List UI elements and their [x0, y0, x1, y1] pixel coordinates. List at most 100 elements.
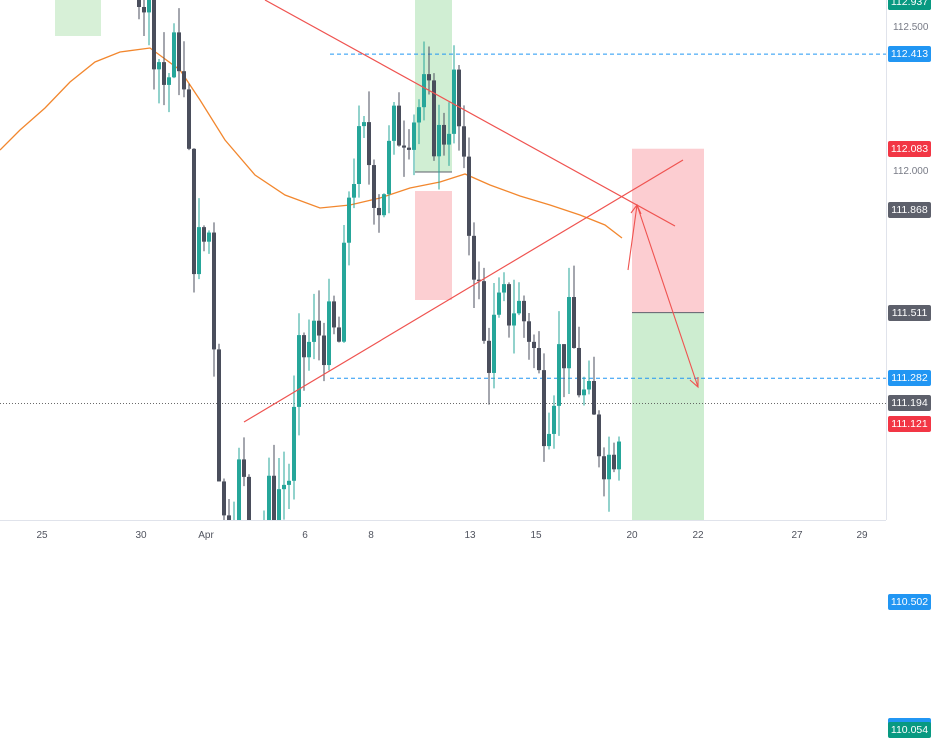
- price-tag: 111.511: [888, 304, 931, 321]
- candle-body: [407, 147, 411, 150]
- candle-body: [307, 341, 311, 358]
- candle-body: [227, 515, 231, 520]
- candle-body: [417, 107, 421, 123]
- candle-body: [437, 124, 441, 157]
- candle-body: [242, 459, 246, 477]
- price-axis[interactable]: 112.500112.000113.188112.937112.413112.0…: [886, 0, 932, 738]
- candle-body: [287, 480, 291, 485]
- candle-body: [582, 389, 586, 396]
- arrow-down-icon: [689, 377, 699, 389]
- candle-body: [327, 301, 331, 366]
- candle-body: [372, 165, 376, 208]
- candle-body: [472, 235, 476, 280]
- candle-body: [572, 297, 576, 348]
- price-tag: 111.121: [888, 416, 931, 433]
- candle-body: [362, 122, 366, 127]
- candle-body: [387, 140, 391, 195]
- time-axis-label: 6: [302, 530, 308, 541]
- price-tag: 111.868: [888, 202, 931, 219]
- candle-body: [567, 297, 571, 369]
- time-axis-label: Apr: [198, 530, 214, 541]
- candle-body: [412, 122, 416, 150]
- candle-body: [312, 320, 316, 342]
- highlight-box-green: [55, 0, 101, 36]
- time-axis-label: 8: [368, 530, 374, 541]
- price-tag: 110.502: [888, 593, 931, 610]
- candle-body: [552, 405, 556, 434]
- chart-plot-area[interactable]: [0, 0, 886, 520]
- candle-body: [537, 348, 541, 371]
- candle-body: [352, 183, 356, 198]
- candle-body: [247, 476, 251, 520]
- candle-body: [557, 344, 561, 406]
- candle-body: [397, 105, 401, 146]
- time-axis-label: 27: [791, 530, 803, 541]
- price-tag: 111.282: [888, 370, 931, 387]
- candle-body: [587, 381, 591, 390]
- candle-body: [487, 340, 491, 373]
- candle-body: [367, 122, 371, 166]
- candle-body: [297, 335, 301, 407]
- time-axis-label: 15: [530, 530, 542, 541]
- candle-body: [182, 71, 186, 90]
- candle-body: [282, 484, 286, 490]
- moving-average-line: [0, 47, 623, 239]
- candle-body: [482, 281, 486, 341]
- candle-body: [317, 320, 321, 336]
- candle-body: [177, 32, 181, 72]
- candle-body: [492, 314, 496, 373]
- candle-body: [562, 344, 566, 369]
- candle-body: [542, 370, 546, 447]
- candle-body: [427, 74, 431, 81]
- candle-body: [577, 347, 581, 396]
- candle-body: [207, 232, 211, 242]
- candle-body: [302, 335, 306, 358]
- candle-body: [337, 327, 341, 342]
- candle-body: [452, 69, 456, 134]
- price-tag: 112.937: [888, 0, 931, 10]
- candle-body: [212, 232, 216, 350]
- price-label-faded: 112.500: [893, 22, 929, 34]
- stop-loss-zone: [632, 148, 704, 313]
- candle-body: [347, 197, 351, 243]
- candle-body: [187, 89, 191, 149]
- candle-body: [592, 381, 596, 415]
- candle-body: [357, 126, 361, 184]
- candle-body: [502, 284, 506, 293]
- price-tag: 112.083: [888, 140, 931, 157]
- candle-body: [342, 242, 346, 342]
- candle-body: [322, 335, 326, 366]
- price-tag: 110.054: [888, 722, 931, 738]
- candle-body: [142, 6, 146, 13]
- candle-body: [237, 459, 241, 520]
- candle-body: [217, 349, 221, 482]
- time-axis-label: 30: [135, 530, 147, 541]
- candle-body: [277, 489, 281, 520]
- candle-body: [442, 124, 446, 145]
- price-tag: 112.413: [888, 46, 931, 63]
- candle-body: [292, 406, 296, 481]
- candle-body: [517, 300, 521, 314]
- candle-body: [382, 194, 386, 216]
- candle-body: [612, 454, 616, 470]
- candle-body: [192, 148, 196, 275]
- candle-body: [447, 133, 451, 145]
- candle-body: [377, 207, 381, 216]
- price-tag: 111.194: [888, 395, 931, 412]
- resistance-trendline: [264, 0, 676, 227]
- candle-body: [147, 0, 151, 13]
- candle-body: [202, 227, 206, 242]
- candle-body: [522, 300, 526, 322]
- candle-body: [607, 454, 611, 480]
- candle-body: [467, 156, 471, 236]
- time-axis-label: 29: [856, 530, 868, 541]
- arrow-up-icon: [630, 203, 642, 215]
- support-trendline: [243, 159, 684, 423]
- candle-body: [272, 475, 276, 520]
- candle-body: [457, 69, 461, 127]
- candle-body: [152, 0, 156, 70]
- take-profit-zone: [632, 312, 704, 520]
- time-axis-label: 25: [36, 530, 48, 541]
- time-axis-label: 13: [464, 530, 476, 541]
- time-axis[interactable]: 25 30 Apr 6 8 13 15 20 22 27 29: [0, 520, 886, 551]
